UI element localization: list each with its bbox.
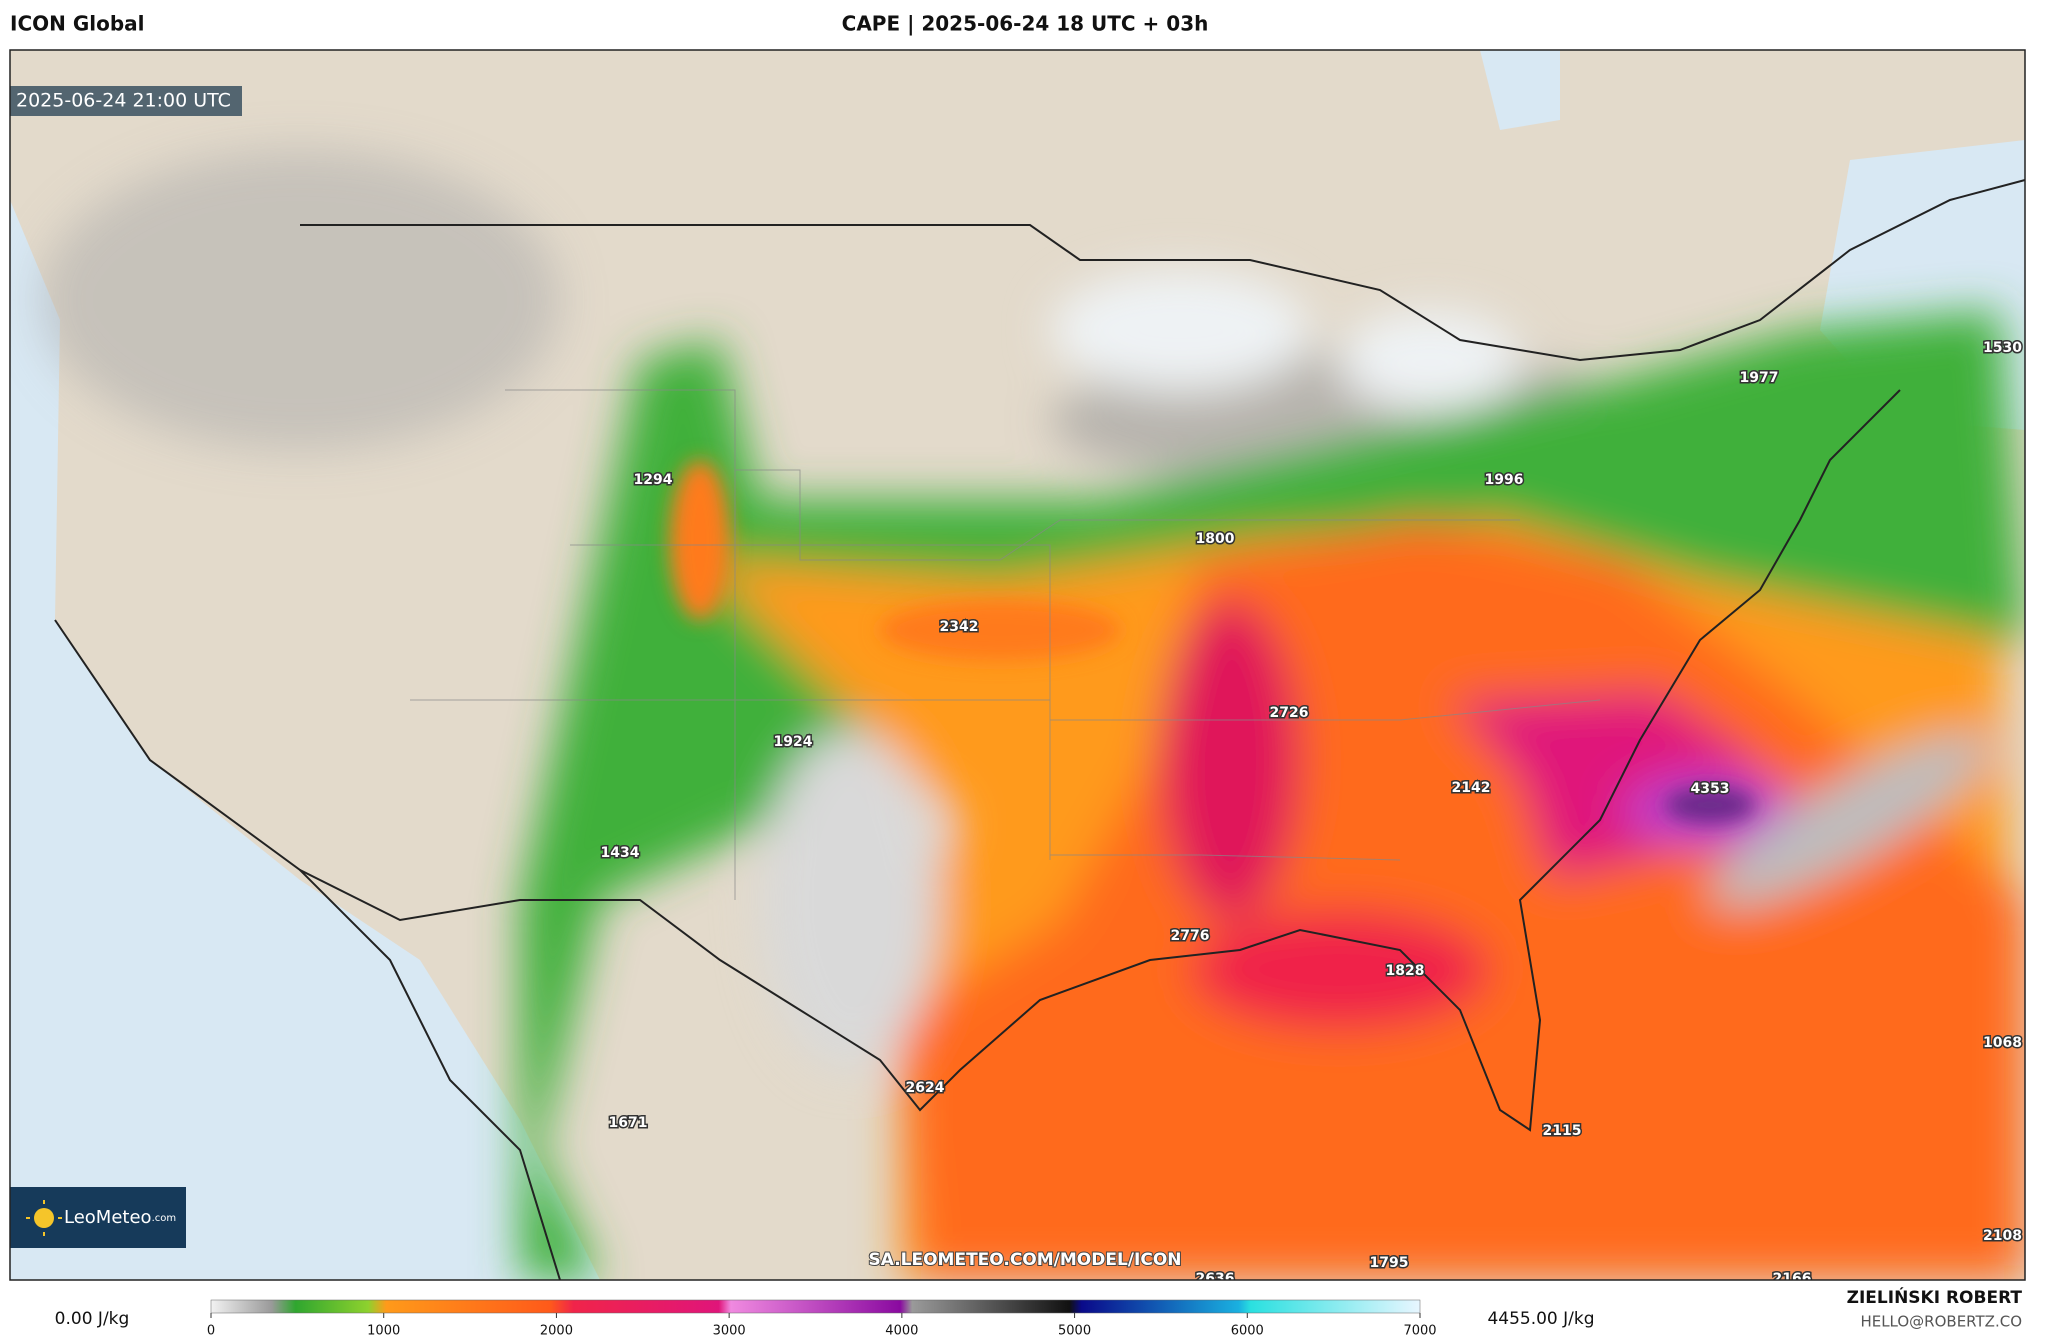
colorbar-tick-label: 4000 <box>885 1324 918 1338</box>
cape-label: 1977 <box>1740 370 1779 386</box>
colorbar-tick-label: 2000 <box>540 1324 573 1338</box>
colorbar-tick-label: 0 <box>207 1324 215 1338</box>
model-name: ICON Global <box>10 12 145 36</box>
cape-label: 2624 <box>906 1080 945 1096</box>
cape-label: 1068 <box>1983 1035 2022 1051</box>
cape-label: 1434 <box>601 845 640 861</box>
cape-label: 2142 <box>1452 780 1491 796</box>
logo-text: LeoMeteo <box>64 1207 152 1228</box>
value-labels: 1294 1800 2342 1924 1434 1671 2624 2776 2726 2142… <box>599 339 2024 1287</box>
colorbar-tick-label: 1000 <box>367 1324 400 1338</box>
cape-label: 2776 <box>1171 928 1210 944</box>
colorbar-tick-label: 5000 <box>1058 1324 1091 1338</box>
cape-label: 1530 <box>1983 340 2022 356</box>
logo: LeoMeteo.com <box>64 1207 176 1228</box>
colorbar <box>210 1299 1421 1314</box>
cape-label: 1800 <box>1196 531 1235 547</box>
cape-label: 2342 <box>940 619 979 635</box>
map: 1294 1800 2342 1924 1434 1671 2624 2776 2726 2142… <box>10 50 2025 1287</box>
contact: HELLO@ROBERTZ.CO <box>1860 1313 2022 1331</box>
logo-suffix: .com <box>152 1213 177 1224</box>
colorbar-ticks: 0 1000 2000 3000 4000 5000 6000 7000 <box>207 1313 1437 1338</box>
cape-label: 1795 <box>1370 1255 1409 1271</box>
cape-label: 1996 <box>1485 472 1524 488</box>
cape-label: 4353 <box>1691 781 1730 797</box>
colorbar-tick-label: 7000 <box>1403 1324 1436 1338</box>
colorbar-tick-label: 3000 <box>713 1324 746 1338</box>
colorbar-tick-label: 6000 <box>1231 1324 1264 1338</box>
cape-label: 1828 <box>1386 963 1425 979</box>
cape-label: 2166 <box>1773 1271 1812 1287</box>
max-label: 4455.00 J/kg <box>1487 1309 1594 1329</box>
cape-label: 2726 <box>1270 705 1309 721</box>
author: ZIELIŃSKI ROBERT <box>1847 1286 2023 1308</box>
cape-label: 2108 <box>1983 1228 2022 1244</box>
watermark: SA.LEOMETEO.COM/MODEL/ICON <box>868 1250 1181 1270</box>
valid-time: 2025-06-24 21:00 UTC <box>16 90 231 112</box>
cape-label: 1671 <box>609 1115 648 1131</box>
cape-label: 1924 <box>774 734 813 750</box>
cape-label: 2115 <box>1543 1123 1582 1139</box>
map-title: CAPE | 2025-06-24 18 UTC + 03h <box>842 12 1209 36</box>
cape-label: 1294 <box>634 472 673 488</box>
min-label: 0.00 J/kg <box>55 1309 130 1329</box>
cape-label: 2636 <box>1196 1271 1235 1287</box>
